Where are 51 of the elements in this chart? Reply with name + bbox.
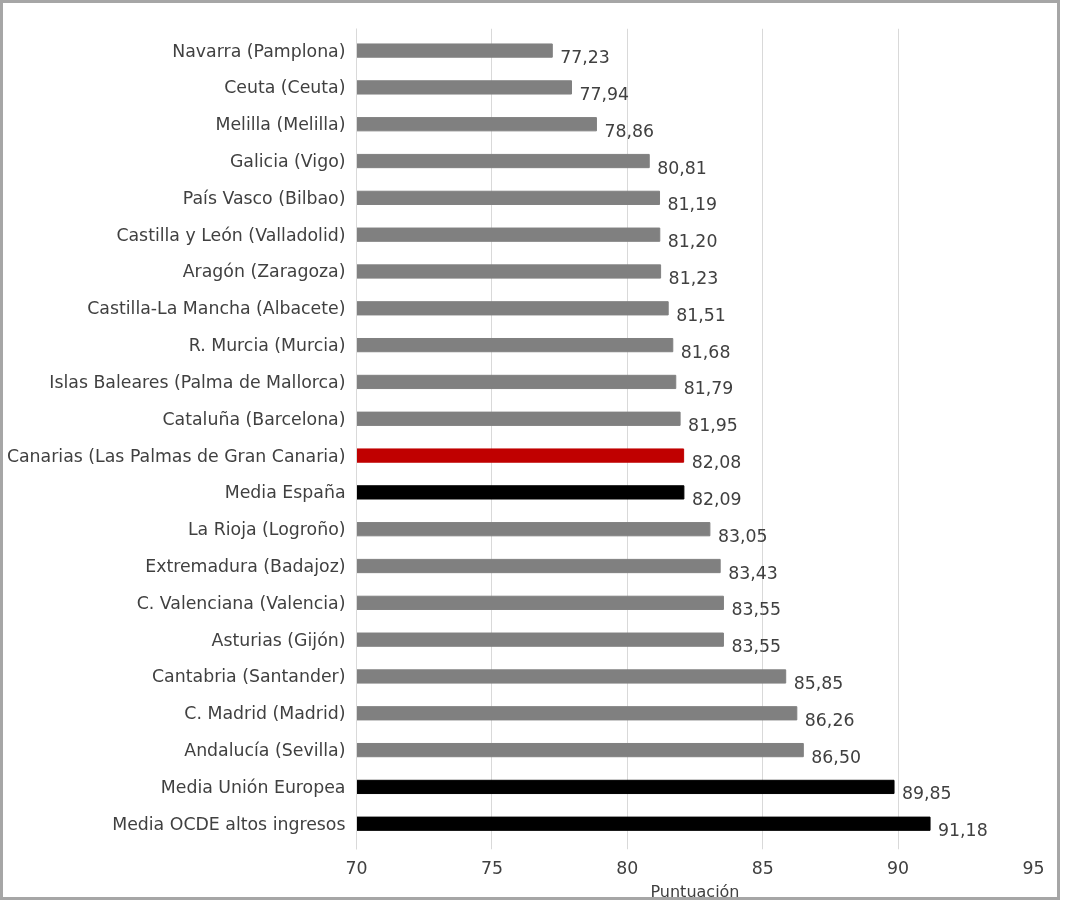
- y-tick-label: Extremadura (Badajoz): [145, 556, 346, 577]
- data-label: 80,81: [657, 157, 707, 178]
- data-label: 82,08: [691, 452, 742, 473]
- data-label: 91,18: [938, 820, 988, 841]
- y-tick-label: Canarias (Las Palmas de Gran Canaria): [6, 445, 346, 466]
- data-label: 83,55: [731, 636, 782, 657]
- data-label: 86,50: [811, 746, 861, 767]
- x-tick-label: 75: [480, 857, 503, 878]
- data-label: 89,85: [902, 783, 952, 804]
- x-axis-title: Puntuación: [650, 881, 740, 901]
- data-label: 81,20: [667, 231, 718, 252]
- y-tick-label: Media Unión Europea: [160, 776, 346, 797]
- y-tick-label: Aragón (Zaragoza): [182, 261, 346, 282]
- y-tick-label: Asturias (Gijón): [211, 629, 346, 650]
- data-label: 81,19: [667, 194, 718, 215]
- y-tick-label: La Rioja (Logroño): [187, 519, 346, 540]
- y-tick-label: Cantabria (Santander): [152, 666, 346, 687]
- y-tick-label: Castilla-La Mancha (Albacete): [87, 298, 346, 319]
- data-label: 81,95: [688, 415, 738, 436]
- y-tick-label: R. Murcia (Murcia): [188, 335, 346, 356]
- y-tick-label: Andalucía (Sevilla): [184, 740, 346, 761]
- y-tick-label: Ceuta (Ceuta): [224, 77, 346, 98]
- y-tick-label: Navarra (Pamplona): [172, 40, 346, 61]
- data-label: 81,23: [668, 267, 719, 288]
- data-label: 85,85: [793, 672, 844, 693]
- y-tick-label: Media España: [224, 482, 346, 503]
- y-tick-label: C. Valenciana (Valencia): [136, 592, 346, 613]
- y-tick-label: Cataluña (Barcelona): [162, 408, 346, 429]
- data-label: 77,23: [560, 47, 610, 68]
- y-tick-label: Melilla (Melilla): [215, 114, 346, 135]
- data-label: 81,68: [680, 341, 731, 362]
- data-label: 83,05: [717, 525, 768, 546]
- x-tick-label: 90: [887, 857, 910, 878]
- data-label: 77,94: [579, 83, 630, 104]
- x-tick-label: 80: [616, 857, 639, 878]
- y-tick-label: Galicia (Vigo): [229, 151, 346, 172]
- x-tick-label: 85: [751, 857, 774, 878]
- data-label: 83,55: [731, 599, 782, 620]
- y-tick-label: Islas Baleares (Palma de Mallorca): [49, 371, 346, 392]
- data-label: 81,79: [683, 378, 734, 399]
- data-label: 78,86: [604, 120, 655, 141]
- y-tick-label: País Vasco (Bilbao): [182, 187, 346, 208]
- y-tick-label: Castilla y León (Valladolid): [116, 224, 346, 245]
- data-label: 83,43: [728, 562, 778, 583]
- data-label: 82,09: [691, 488, 742, 509]
- y-tick-label: Media OCDE altos ingresos: [112, 813, 346, 834]
- x-tick-label: 70: [345, 857, 368, 878]
- data-label: 81,51: [676, 304, 726, 325]
- y-tick-label: C. Madrid (Madrid): [184, 703, 346, 724]
- x-tick-label: 95: [1022, 857, 1045, 878]
- data-label: 86,26: [804, 709, 855, 730]
